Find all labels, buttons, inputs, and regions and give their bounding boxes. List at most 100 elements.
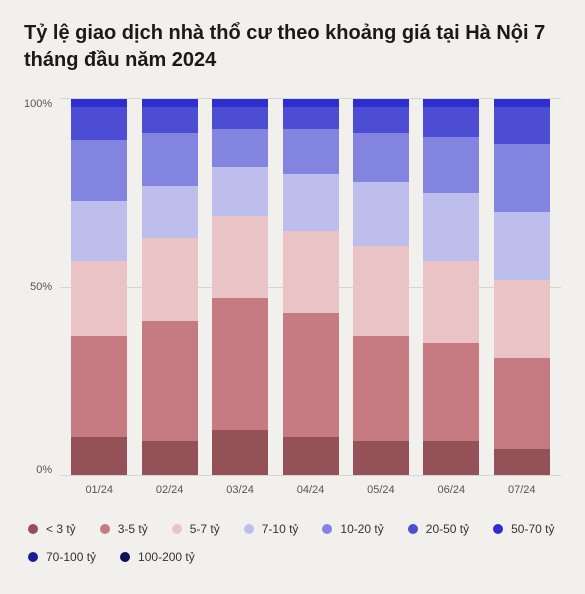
x-tick-label: 06/24: [423, 484, 479, 496]
bar-segment: [212, 430, 268, 475]
bar-segment: [423, 261, 479, 344]
legend-item: 3-5 tỷ: [100, 522, 148, 536]
bar-segment: [353, 336, 409, 441]
bar-segment: [353, 182, 409, 246]
bar-segment: [494, 144, 550, 212]
bar-segment: [494, 358, 550, 448]
bar-segment: [494, 449, 550, 475]
legend-swatch: [100, 524, 110, 534]
legend-swatch: [172, 524, 182, 534]
bar-segment: [283, 99, 339, 107]
y-tick-label: 100%: [24, 98, 52, 110]
legend-swatch: [322, 524, 332, 534]
bar-segment: [212, 216, 268, 299]
legend-label: 20-50 tỷ: [426, 522, 469, 536]
legend-label: 5-7 tỷ: [190, 522, 220, 536]
legend-swatch: [493, 524, 503, 534]
legend-item: 70-100 tỷ: [28, 550, 96, 564]
bar-segment: [283, 174, 339, 230]
x-tick-label: 03/24: [212, 484, 268, 496]
legend-item: 10-20 tỷ: [322, 522, 383, 536]
legend-swatch: [244, 524, 254, 534]
chart-title: Tỷ lệ giao dịch nhà thổ cư theo khoảng g…: [24, 20, 561, 74]
x-tick-label: 02/24: [142, 484, 198, 496]
legend-label: < 3 tỷ: [46, 522, 76, 536]
bar-segment: [71, 261, 127, 336]
bar-segment: [142, 186, 198, 239]
bar-segment: [353, 246, 409, 336]
legend-item: 100-200 tỷ: [120, 550, 195, 564]
legend-label: 70-100 tỷ: [46, 550, 96, 564]
y-tick-label: 0%: [36, 464, 52, 476]
bar-segment: [423, 193, 479, 261]
bar-segment: [353, 441, 409, 475]
legend-swatch: [120, 552, 130, 562]
bar-segment: [423, 99, 479, 107]
y-tick-label: 50%: [30, 281, 52, 293]
bars-container: [60, 99, 561, 475]
legend-item: 20-50 tỷ: [408, 522, 469, 536]
bar-segment: [212, 107, 268, 130]
legend-item: < 3 tỷ: [28, 522, 76, 536]
legend-label: 10-20 tỷ: [340, 522, 383, 536]
bar-segment: [423, 137, 479, 193]
bar-segment: [142, 107, 198, 133]
bar-segment: [353, 133, 409, 182]
bar-segment: [494, 107, 550, 145]
bar-segment: [142, 133, 198, 186]
bar-segment: [494, 212, 550, 280]
legend-swatch: [28, 552, 38, 562]
bar-segment: [71, 99, 127, 107]
legend-item: 50-70 tỷ: [493, 522, 554, 536]
legend-swatch: [28, 524, 38, 534]
bar-segment: [71, 107, 127, 141]
bar: [283, 99, 339, 475]
bar-segment: [212, 129, 268, 167]
legend-label: 50-70 tỷ: [511, 522, 554, 536]
bar-segment: [212, 99, 268, 107]
bar: [71, 99, 127, 475]
bar-segment: [423, 343, 479, 441]
bar-segment: [142, 441, 198, 475]
legend: < 3 tỷ 3-5 tỷ 5-7 tỷ 7-10 tỷ 10-20 tỷ 20-50 t…: [24, 522, 561, 564]
bar: [423, 99, 479, 475]
bar-segment: [142, 99, 198, 107]
legend-label: 7-10 tỷ: [262, 522, 299, 536]
bar-segment: [142, 321, 198, 441]
bar-segment: [212, 167, 268, 216]
bar-segment: [353, 107, 409, 133]
bar-segment: [353, 99, 409, 107]
y-axis: 100% 50% 0%: [24, 98, 60, 476]
bar: [494, 99, 550, 475]
bar-segment: [71, 336, 127, 438]
bar-segment: [423, 441, 479, 475]
bar-segment: [283, 437, 339, 475]
bar: [142, 99, 198, 475]
x-axis: 01/24 02/24 03/24 04/24 05/24 06/24 07/24: [24, 476, 561, 496]
bar-segment: [423, 107, 479, 137]
legend-label: 3-5 tỷ: [118, 522, 148, 536]
bar-segment: [71, 140, 127, 200]
bar-segment: [212, 298, 268, 430]
bar-segment: [494, 99, 550, 107]
legend-item: 7-10 tỷ: [244, 522, 299, 536]
plot-area: [60, 98, 561, 476]
x-tick-label: 07/24: [494, 484, 550, 496]
x-tick-label: 05/24: [353, 484, 409, 496]
bar-segment: [71, 437, 127, 475]
legend-label: 100-200 tỷ: [138, 550, 195, 564]
bar: [353, 99, 409, 475]
bar: [212, 99, 268, 475]
bar-segment: [283, 129, 339, 174]
x-tick-label: 01/24: [71, 484, 127, 496]
bar-segment: [283, 231, 339, 314]
bar-segment: [142, 238, 198, 321]
bar-segment: [71, 201, 127, 261]
chart-area: 100% 50% 0%: [24, 98, 561, 476]
bar-segment: [494, 280, 550, 359]
legend-item: 5-7 tỷ: [172, 522, 220, 536]
x-tick-label: 04/24: [282, 484, 338, 496]
bar-segment: [283, 313, 339, 437]
bar-segment: [283, 107, 339, 130]
legend-swatch: [408, 524, 418, 534]
